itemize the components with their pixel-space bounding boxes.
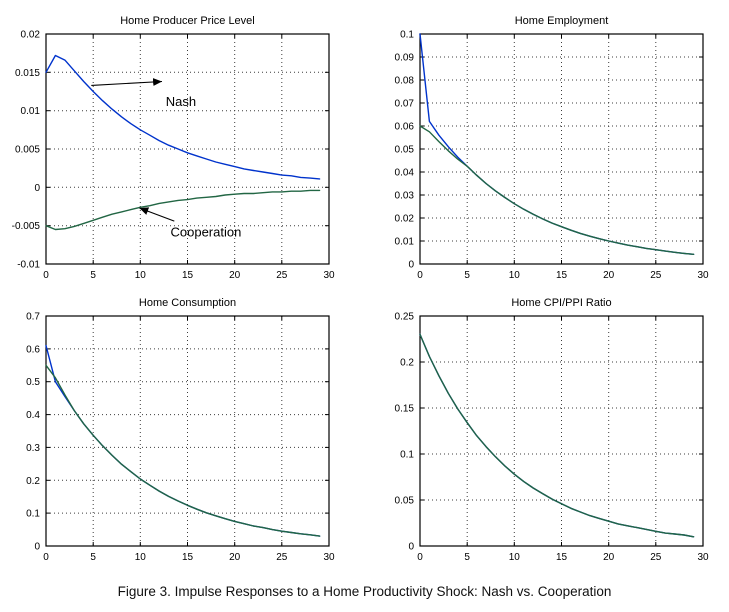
y-tick-label: 0 (408, 542, 414, 553)
x-tick-label: 20 (229, 552, 241, 563)
x-tick-label: 15 (556, 552, 568, 563)
y-tick-label: 0.04 (395, 168, 415, 179)
y-tick-label: 0 (34, 542, 40, 553)
series-nash (419, 33, 695, 255)
x-tick-label: 5 (90, 270, 96, 281)
x-tick-label: 5 (464, 270, 470, 281)
y-tick-label: 0.1 (400, 30, 414, 41)
chart-home-employment: 0 5 10 15 20 25 30 0 0.01 0.02 0.03 0.04 0.05 0.06 0.0… (374, 6, 729, 288)
x-tick-label: 15 (182, 270, 194, 281)
series-cooperation (45, 189, 321, 231)
x-tick-label: 15 (556, 270, 568, 281)
chart-home-consumption: 0 5 10 15 20 25 30 0 0.1 0.2 0.3 0.4 0.5 0.6 0.7 Home C… (0, 288, 355, 570)
x-tick-label: 0 (43, 552, 49, 563)
y-tick-label: -0.01 (17, 260, 40, 271)
series-cooperation (45, 364, 321, 537)
y-tick-label: 0.005 (15, 145, 40, 156)
y-tick-label: 0.7 (26, 312, 40, 323)
y-tick-label: 0.1 (26, 509, 40, 520)
y-tick-label: 0.05 (395, 496, 415, 507)
x-tick-label: 30 (697, 552, 709, 563)
y-tick-label: 0 (408, 260, 414, 271)
y-tick-label: 0.08 (395, 76, 415, 87)
y-tick-label: 0.5 (26, 377, 40, 388)
series-nash (419, 333, 695, 538)
plot-svg: 0 5 10 15 20 25 30 0 0.1 0.2 0.3 0.4 0.5 0.6 0.7 Home C… (26, 297, 335, 563)
chart-title: Home Consumption (139, 297, 236, 309)
y-tick-label: 0.4 (26, 410, 40, 421)
y-tick-label: 0.01 (395, 237, 415, 248)
x-tick-label: 10 (135, 270, 147, 281)
x-tick-label: 10 (135, 552, 147, 563)
plot-svg: 0 5 10 15 20 25 30 -0.01 -0.005 0 0.005 0.01 0.015 0.… (12, 15, 335, 281)
series-cooperation (419, 125, 695, 255)
y-tick-label: 0.09 (395, 53, 415, 64)
x-tick-label: 30 (323, 552, 335, 563)
x-tick-label: 25 (276, 552, 288, 563)
y-tick-label: 0.1 (400, 450, 414, 461)
y-tick-label: 0.6 (26, 344, 40, 355)
plot-svg: 0 5 10 15 20 25 30 0 0.05 0.1 0.15 0.2 0.25 Home CPI/… (395, 297, 709, 563)
chart-home-producer-price-level: 0 5 10 15 20 25 30 -0.01 -0.005 0 0.005 0.01 0.015 0.… (0, 6, 355, 288)
y-tick-label: 0.3 (26, 443, 40, 454)
x-tick-label: 0 (417, 270, 423, 281)
y-tick-label: 0.05 (395, 145, 415, 156)
annotation-label: Nash (166, 94, 196, 109)
x-tick-label: 30 (697, 270, 709, 281)
x-tick-label: 25 (650, 552, 662, 563)
x-tick-label: 10 (509, 552, 521, 563)
y-tick-label: 0.015 (15, 68, 40, 79)
x-tick-label: 30 (323, 270, 335, 281)
figure-caption: Figure 3. Impulse Responses to a Home Pr… (117, 584, 612, 599)
y-tick-label: 0.2 (400, 358, 414, 369)
y-tick-label: 0.15 (395, 404, 415, 415)
y-tick-label: -0.005 (12, 221, 41, 232)
y-tick-label: 0 (34, 183, 40, 194)
y-tick-label: 0.02 (395, 214, 415, 225)
chart-home-cpi-ppi-ratio: 0 5 10 15 20 25 30 0 0.05 0.1 0.15 0.2 0.25 Home CPI/… (374, 288, 729, 570)
annotation-arrow (91, 78, 163, 86)
x-tick-label: 5 (464, 552, 470, 563)
chart-title: Home Employment (515, 15, 609, 27)
series-nash (45, 344, 321, 537)
x-tick-label: 25 (650, 270, 662, 281)
y-tick-label: 0.03 (395, 191, 415, 202)
y-tick-label: 0.07 (395, 99, 415, 110)
chart-title: Home CPI/PPI Ratio (511, 297, 611, 309)
axes-box (45, 315, 330, 547)
x-tick-label: 0 (43, 270, 49, 281)
annotation-label: Cooperation (171, 224, 242, 239)
y-tick-label: 0.25 (395, 312, 415, 323)
y-tick-label: 0.06 (395, 122, 415, 133)
x-tick-label: 5 (90, 552, 96, 563)
x-tick-label: 10 (509, 270, 521, 281)
x-tick-label: 25 (276, 270, 288, 281)
y-tick-label: 0.2 (26, 476, 40, 487)
axes-box (419, 315, 704, 547)
subplot-grid: 0 5 10 15 20 25 30 -0.01 -0.005 0 0.005 0.01 0.015 0.… (0, 6, 729, 570)
annotation-arrow (139, 207, 175, 222)
x-tick-label: 0 (417, 552, 423, 563)
series-cooperation (419, 333, 695, 538)
x-tick-label: 20 (603, 270, 615, 281)
x-tick-label: 20 (229, 270, 241, 281)
series-nash (45, 54, 321, 180)
y-tick-label: 0.02 (21, 30, 41, 41)
y-tick-label: 0.01 (21, 106, 41, 117)
x-tick-label: 15 (182, 552, 194, 563)
plot-svg: 0 5 10 15 20 25 30 0 0.01 0.02 0.03 0.04 0.05 0.06 0.0… (395, 15, 709, 281)
x-tick-label: 20 (603, 552, 615, 563)
chart-title: Home Producer Price Level (120, 15, 255, 27)
